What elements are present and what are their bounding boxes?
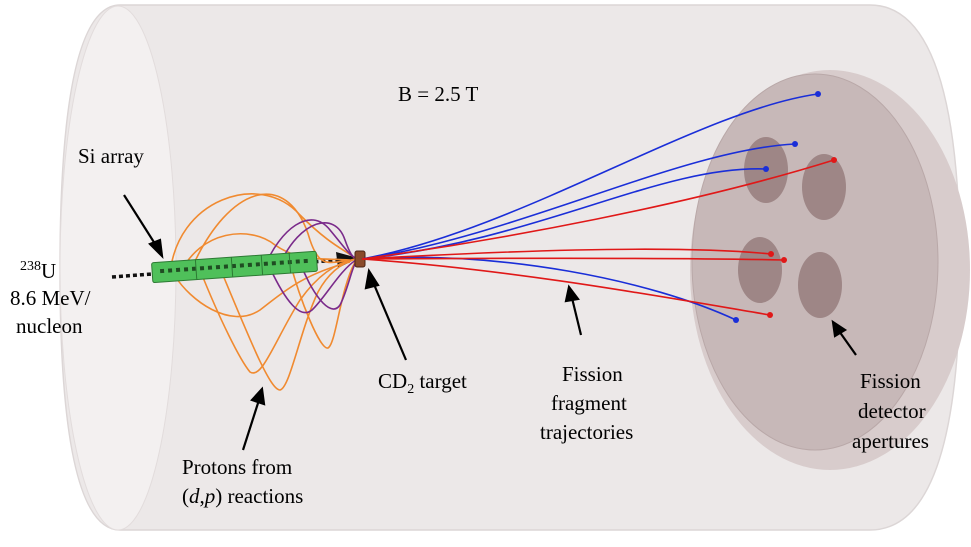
proton-tracks <box>169 193 357 391</box>
si-array <box>151 250 318 284</box>
detector-label-line1: Fission <box>860 369 921 393</box>
aperture-bottom-right <box>798 252 842 318</box>
target-label-suffix: target <box>414 369 467 393</box>
fragment-hits-red <box>767 157 837 318</box>
fragments-label-line2: fragment <box>551 391 627 415</box>
si-array-arrow <box>123 194 158 248</box>
detector-label-line2: detector <box>858 399 926 423</box>
protons-label-line1: Protons from <box>182 455 292 479</box>
protons-p: p <box>203 484 216 508</box>
target-label-subscript: 2 <box>407 382 414 397</box>
fragments-label-line1: Fission <box>562 362 623 386</box>
protons-label-line2: (d,p) reactions <box>182 484 303 508</box>
proton-tracks-purple <box>264 219 358 314</box>
aperture-bottom-left <box>738 237 782 303</box>
target-label: CD2 target <box>378 369 467 397</box>
apertures-arrow <box>838 330 857 356</box>
isotope-symbol: U <box>41 259 56 283</box>
fragment-hits-blue <box>733 91 821 323</box>
protons-open-paren: ( <box>182 484 189 508</box>
protons-comma: , <box>200 484 205 508</box>
annotation-arrows <box>123 194 857 451</box>
fragments-label-line3: trajectories <box>540 420 633 444</box>
protons-close: ) reactions <box>215 484 303 508</box>
field-label: B = 2.5 T <box>398 82 478 106</box>
aperture-top-right <box>802 154 846 220</box>
protons-d: d <box>189 484 200 508</box>
target-arrow <box>371 281 408 361</box>
detector-label-line3: apertures <box>852 429 929 453</box>
fragments-arrow <box>570 297 583 336</box>
beam-energy-line2: nucleon <box>16 314 83 338</box>
si-array-label: Si array <box>78 144 144 168</box>
beam-energy-line1: 8.6 MeV/ <box>10 286 91 310</box>
target-label-prefix: CD <box>378 369 407 393</box>
beam-isotope-label: 238U <box>20 259 56 283</box>
isotope-mass: 238 <box>20 259 41 274</box>
protons-arrow <box>241 399 261 451</box>
fragment-tracks-red <box>361 159 835 316</box>
